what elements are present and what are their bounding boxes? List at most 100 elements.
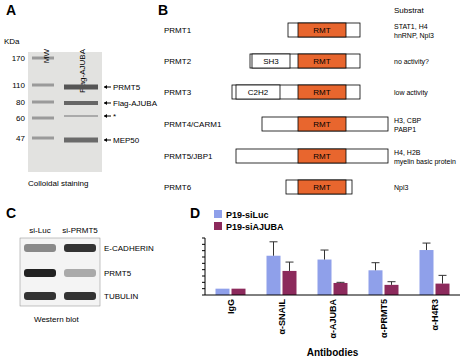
error-bar: [286, 262, 294, 271]
gel-band: [64, 85, 98, 90]
error-bar: [321, 250, 329, 259]
domain-label: RMT: [313, 26, 330, 35]
substrate: hnRNP, Npl3: [394, 32, 434, 40]
marker-label: 47: [16, 134, 25, 143]
domain-label: SH3: [263, 57, 279, 66]
protein-box: [288, 23, 360, 37]
gel: [28, 52, 102, 172]
domain: [298, 180, 346, 194]
substrate: H4, H2B: [394, 149, 421, 156]
substrate: myelin basic protein: [394, 158, 456, 166]
y-tick: [202, 276, 205, 277]
error-bar: [439, 275, 447, 283]
bar: [385, 285, 399, 295]
marker-band: [32, 84, 54, 87]
marker-label: 60: [16, 114, 25, 123]
x-axis: [205, 295, 460, 296]
error-bar: [423, 243, 431, 250]
domain-label: RMT: [313, 120, 330, 129]
blot-band: [24, 269, 56, 277]
protein-box: [232, 85, 360, 99]
panel-label: C: [6, 205, 16, 221]
bar: [369, 270, 383, 295]
y-tick: [202, 238, 205, 239]
caption: Western blot: [34, 315, 80, 324]
bar: [216, 289, 230, 295]
y-tick: [202, 263, 205, 264]
arrow-head: [104, 138, 107, 142]
caption: Colloidal staining: [28, 179, 88, 188]
axis-title: KDa: [4, 37, 20, 46]
bar: [283, 271, 297, 295]
arrow-head: [104, 85, 107, 89]
legend-swatch: [214, 210, 222, 218]
y-tick: [202, 295, 205, 296]
protein-box: [236, 149, 388, 163]
x-tick-label: α-SNAIL: [277, 298, 287, 334]
domain: [236, 85, 280, 99]
domain: [298, 54, 346, 68]
error-bar: [337, 282, 345, 284]
lane-label: si-Luc: [29, 226, 50, 235]
protein-box: [250, 54, 360, 68]
arrow-head: [104, 114, 107, 118]
y-tick: [202, 244, 205, 245]
blot-band: [64, 269, 96, 277]
error-bar: [270, 242, 278, 256]
y-tick: [202, 257, 205, 258]
panel-label: D: [190, 205, 200, 221]
protein-name: PRMT5/JBP1: [164, 152, 213, 161]
substrate: PABP1: [394, 126, 416, 133]
figure: ABCDKDa170110806047MWFlag-AJUBAPRMT5Flag…: [0, 0, 467, 362]
marker-band: [32, 101, 54, 104]
gel-band: [64, 138, 98, 143]
domain-label: RMT: [313, 88, 330, 97]
domain-label: RMT: [313, 152, 330, 161]
x-tick-label: α-AJUBA: [328, 299, 338, 339]
legend: P19-siLucP19-siAJUBA: [214, 210, 284, 232]
arrow-head: [104, 101, 107, 105]
protein-name: PRMT6: [164, 183, 192, 192]
band-label: *: [113, 112, 116, 121]
blot: [20, 238, 100, 306]
x-tick-label: α-PRMT5: [379, 299, 389, 338]
legend-label: P19-siAJUBA: [226, 222, 284, 232]
domain-label: C2H2: [248, 88, 269, 97]
domain-label: RMT: [313, 183, 330, 192]
bar: [420, 250, 434, 295]
column-header: Substrat: [394, 6, 425, 15]
legend-swatch: [214, 222, 222, 230]
protein-name: PRMT2: [164, 57, 192, 66]
band-label: Flag-AJUBA: [113, 99, 158, 108]
row-label: PRMT5: [104, 269, 132, 278]
bar: [318, 260, 332, 295]
row-label: TUBULIN: [104, 292, 138, 301]
band-label: MEP50: [113, 136, 140, 145]
band-label: PRMT5: [113, 83, 141, 92]
substrate: low activity: [394, 89, 428, 97]
protein-name: PRMT4/CARM1: [164, 120, 222, 129]
x-tick-label: IgG: [226, 299, 236, 314]
domain: [298, 117, 346, 131]
bar: [232, 289, 246, 295]
protein-box: [262, 117, 388, 131]
y-tick: [202, 288, 205, 289]
x-tick-label: α-H4R3: [430, 299, 440, 331]
error-bar: [388, 282, 396, 285]
domain-label: RMT: [313, 57, 330, 66]
substrate: H3, CBP: [394, 117, 422, 124]
substrate: Npl3: [394, 184, 409, 192]
background: [0, 0, 467, 362]
plot: IgG α-SNAIL α-AJUBA α-PRMT5 α-H4R3 Antibodies: [202, 238, 460, 358]
marker-label: 110: [12, 81, 25, 90]
x-axis-title: Antibodies: [307, 347, 359, 358]
bar: [267, 256, 281, 295]
y-axis: [205, 238, 206, 295]
y-tick: [202, 269, 205, 270]
blot-band: [64, 292, 96, 300]
domain: [298, 23, 346, 37]
lane-label: si-PRMT5: [62, 226, 98, 235]
marker-label: 170: [12, 54, 26, 63]
domain: [298, 149, 346, 163]
protein-box: [286, 180, 352, 194]
